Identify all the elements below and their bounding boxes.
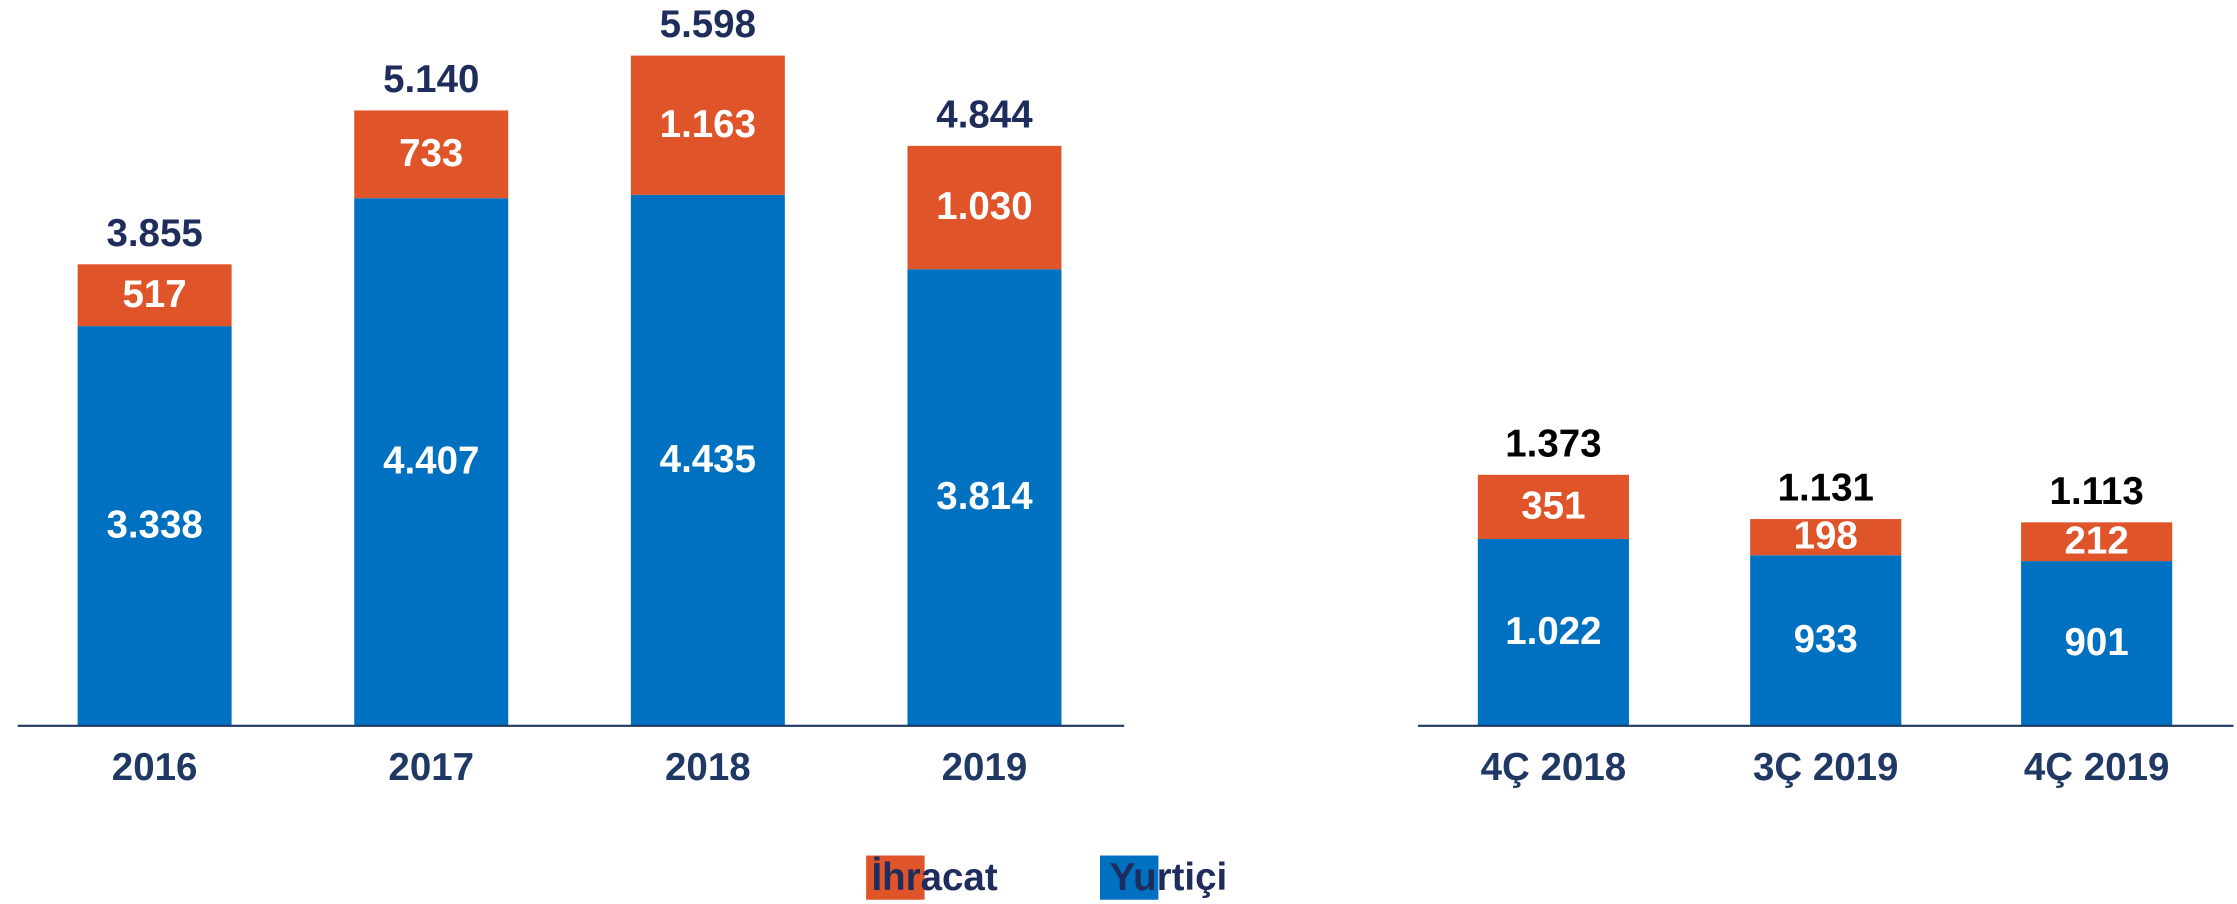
x-tick-label: 4Ç 2018 (1481, 746, 1627, 789)
data-label: 4.407 (383, 440, 479, 483)
total-label: 1.113 (2050, 470, 2144, 513)
bar-segment (354, 198, 509, 726)
legend-swatch (1099, 855, 1159, 900)
total-label: 5.598 (660, 3, 756, 46)
bar-segment (1750, 519, 1902, 556)
data-label: 4.435 (660, 438, 756, 481)
data-label: 1.030 (936, 185, 1032, 228)
bar-segment (1477, 538, 1629, 726)
legend-label: İhracat (871, 856, 997, 899)
data-label: 1.163 (660, 103, 756, 146)
bar-segment (907, 269, 1062, 726)
legend-swatch (866, 855, 925, 900)
data-label: 1.022 (1505, 610, 1601, 653)
bar-segment (2021, 522, 2173, 562)
data-label: 901 (2065, 621, 2129, 664)
bar-segment (1750, 555, 1902, 726)
bar-segment (1477, 474, 1629, 539)
bar-segment (77, 264, 232, 327)
x-tick-label: 4Ç 2019 (2024, 746, 2170, 789)
x-tick-label: 2016 (112, 746, 198, 789)
total-label: 4.844 (936, 94, 1033, 137)
data-label: 3.338 (106, 504, 202, 547)
data-label: 933 (1794, 618, 1858, 661)
x-tick-label: 3Ç 2019 (1753, 746, 1899, 789)
data-label: 351 (1521, 484, 1585, 527)
total-label: 1.373 (1505, 422, 1601, 465)
x-tick-label: 2018 (665, 746, 751, 789)
bar-segment (907, 145, 1062, 270)
bar-segment (77, 326, 232, 726)
data-label: 198 (1794, 515, 1858, 558)
total-label: 3.855 (106, 212, 202, 255)
total-label: 5.140 (383, 58, 479, 101)
x-tick-label: 2019 (942, 746, 1028, 789)
legend-label: Yurtiçi (1110, 856, 1228, 899)
data-label: 212 (2065, 519, 2129, 562)
bar-segment (2021, 561, 2173, 726)
data-label: 733 (399, 132, 463, 175)
total-label: 1.131 (1778, 467, 1874, 510)
bar-segment (630, 194, 785, 726)
data-label: 3.814 (936, 475, 1033, 518)
bar-segment (354, 110, 509, 199)
bar-segment (630, 55, 785, 195)
x-tick-label: 2017 (388, 746, 474, 789)
data-label: 517 (123, 273, 187, 316)
